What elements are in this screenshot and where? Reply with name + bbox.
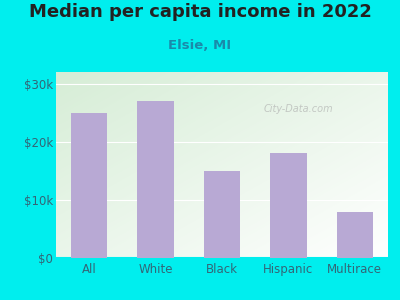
Bar xyxy=(336,212,373,258)
Text: City-Data.com: City-Data.com xyxy=(264,104,333,114)
Bar xyxy=(204,171,240,258)
Text: Median per capita income in 2022: Median per capita income in 2022 xyxy=(28,3,372,21)
Bar xyxy=(137,101,174,258)
Bar xyxy=(270,153,307,258)
Bar xyxy=(71,113,108,258)
Text: Elsie, MI: Elsie, MI xyxy=(168,39,232,52)
